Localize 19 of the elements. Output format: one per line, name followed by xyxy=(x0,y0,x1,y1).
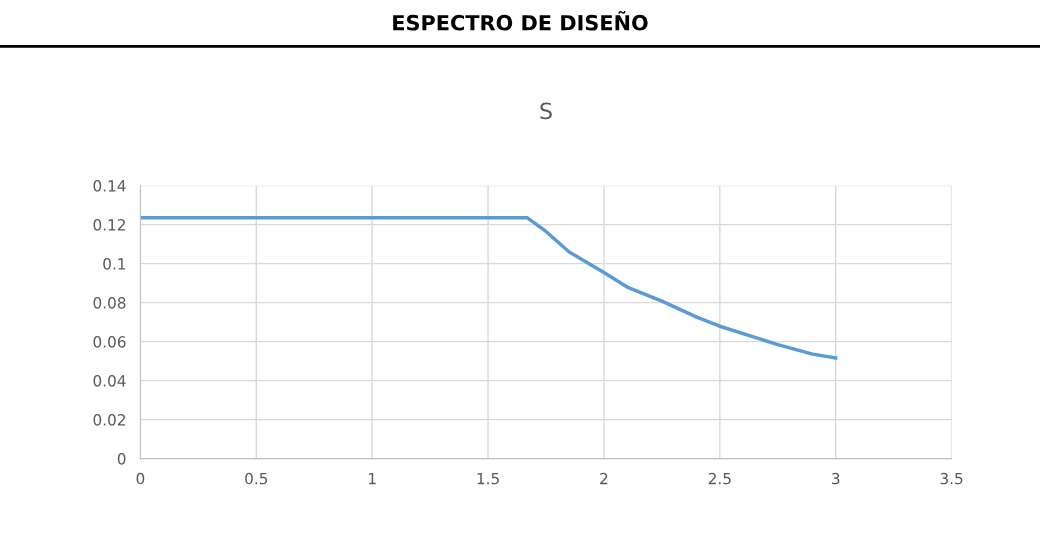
y-tick-label: 0.02 xyxy=(93,414,125,426)
line-series xyxy=(140,216,838,360)
chart-subtitle: S xyxy=(540,102,552,120)
y-tick-label: 0 xyxy=(117,453,126,465)
y-tick-label: 0.08 xyxy=(93,297,126,309)
x-tick-label: 0.5 xyxy=(245,472,268,485)
y-tick-label: 0.12 xyxy=(93,219,125,231)
y-tick-label: 0.04 xyxy=(93,375,126,387)
x-tick-label: 2 xyxy=(600,472,608,485)
y-tick-label: 0.14 xyxy=(93,180,126,192)
x-tick-label: 1 xyxy=(368,473,376,485)
x-tick-label: 3.5 xyxy=(940,472,963,485)
chart-title: ESPECTRO DE DISEÑO xyxy=(393,11,648,31)
y-tick-label: 0.06 xyxy=(93,336,126,348)
x-tick-label: 3 xyxy=(832,472,840,485)
x-tick-label: 0 xyxy=(136,472,145,485)
x-tick-label: 2.5 xyxy=(708,472,731,485)
y-tick-label: 0.1 xyxy=(103,258,126,270)
x-tick-label: 1.5 xyxy=(477,473,499,485)
